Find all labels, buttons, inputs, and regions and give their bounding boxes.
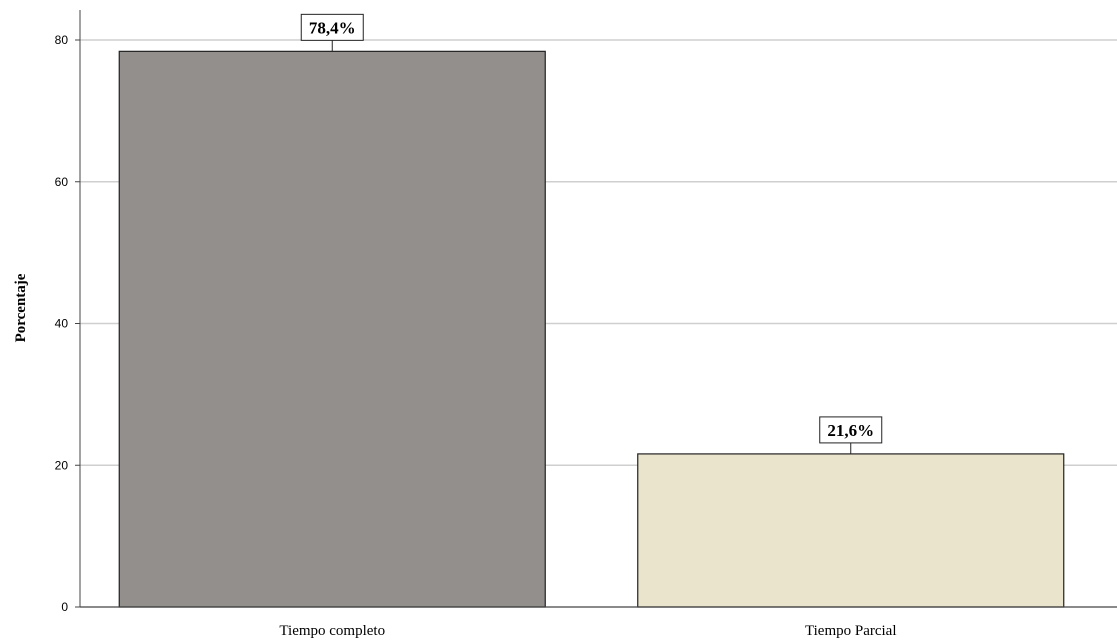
data-label: 21,6% [827, 421, 874, 440]
y-tick-label: 40 [55, 317, 69, 331]
y-tick-label: 60 [55, 175, 69, 189]
y-tick-label: 80 [55, 33, 69, 47]
bar-1 [637, 453, 1065, 608]
y-axis-title: Porcentaje [13, 273, 29, 342]
bars [118, 50, 1065, 608]
y-tick-labels: 0 20 40 60 80 [55, 33, 69, 614]
x-category-labels: Tiempo completo Tiempo Parcial [279, 623, 896, 639]
data-labels: 78,4% 21,6% [300, 13, 883, 454]
x-category-label: Tiempo Parcial [805, 623, 897, 639]
data-label-box [300, 13, 364, 41]
data-label-box [819, 416, 883, 444]
axes [75, 10, 1117, 608]
y-tick-label: 0 [61, 600, 68, 614]
y-tick-label: 20 [55, 458, 69, 472]
x-category-label: Tiempo completo [279, 623, 385, 639]
data-label: 78,4% [309, 18, 356, 37]
bar-0 [118, 50, 546, 608]
